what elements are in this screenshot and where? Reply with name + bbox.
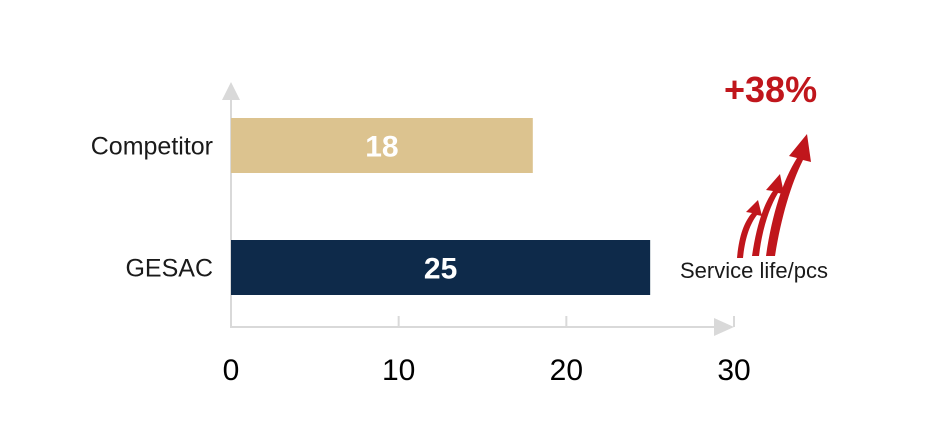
x-axis-arrowhead [714, 318, 734, 336]
y-axis-arrowhead [222, 82, 240, 100]
bar-value-label: 25 [424, 253, 457, 286]
bar-gesac [231, 240, 651, 295]
category-label: Competitor [91, 133, 213, 161]
bar-value-label: 18 [365, 131, 398, 164]
x-axis [231, 318, 734, 336]
growth-arrows-icon [737, 134, 811, 258]
x-tick-label: 0 [223, 354, 240, 387]
growth-percentage: +38% [724, 69, 817, 110]
bar-competitor [231, 118, 533, 173]
x-tick-label: 30 [717, 354, 750, 387]
x-axis-title: Service life/pcs [680, 258, 828, 283]
category-labels: Competitor GESAC [91, 133, 213, 283]
category-label: GESAC [125, 255, 213, 283]
x-tick-label: 10 [382, 354, 415, 387]
x-tick-marks [230, 316, 735, 327]
bars [231, 118, 651, 295]
x-tick-labels: 0 10 20 30 [223, 354, 751, 387]
x-tick-label: 20 [550, 354, 583, 387]
